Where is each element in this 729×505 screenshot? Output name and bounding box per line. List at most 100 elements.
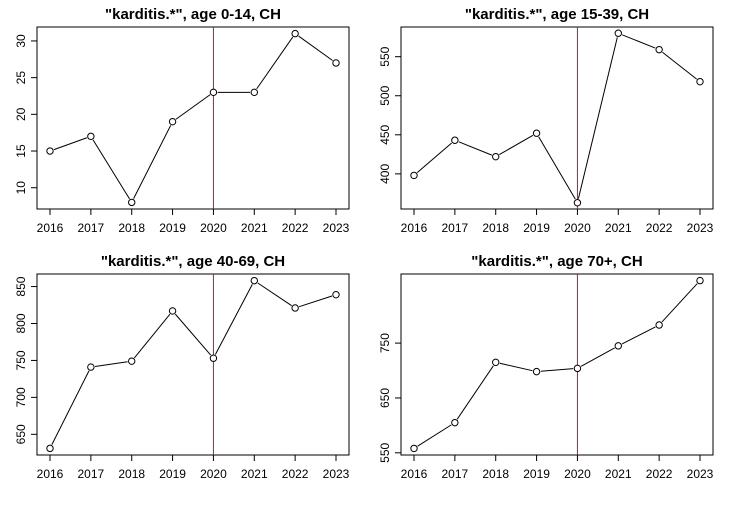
series-segment — [458, 141, 493, 156]
data-point — [250, 276, 258, 285]
x-tick-label: 2016 — [401, 467, 428, 481]
y-tick-label: 25 — [14, 71, 28, 85]
x-tick-label: 2017 — [78, 221, 105, 235]
y-tick-label: 30 — [14, 34, 28, 48]
x-tick-label: 2021 — [605, 467, 632, 481]
plot-frame — [36, 273, 350, 456]
data-point — [209, 354, 218, 362]
data-point — [614, 342, 622, 350]
x-tick-label: 2021 — [241, 221, 268, 235]
series-segment — [257, 282, 292, 307]
data-point — [451, 136, 459, 144]
x-tick-label: 2020 — [200, 221, 227, 235]
series-segment — [94, 361, 128, 367]
data-point — [532, 129, 541, 137]
x-tick-label: 2021 — [605, 221, 632, 235]
series-segment — [51, 370, 90, 445]
series-segment — [577, 37, 618, 199]
y-tick-label: 700 — [14, 387, 28, 407]
series-segment — [456, 365, 494, 420]
chart-title: "karditis.*", age 40-69, CH — [101, 253, 285, 270]
series-segment — [417, 424, 452, 447]
data-point — [128, 198, 136, 207]
x-tick-label: 2023 — [687, 467, 714, 481]
series-segment — [538, 136, 576, 200]
series-segment — [92, 139, 130, 200]
data-point — [332, 290, 340, 299]
x-tick-label: 2017 — [442, 467, 469, 481]
x-tick-label: 2016 — [401, 221, 428, 235]
x-tick-label: 2018 — [118, 221, 145, 235]
chart-title: "karditis.*", age 0-14, CH — [105, 6, 281, 23]
series-segment — [416, 142, 452, 174]
data-point — [291, 29, 299, 38]
plot-frame — [400, 273, 714, 456]
data-point — [614, 29, 622, 37]
x-tick-label: 2019 — [159, 221, 186, 235]
data-point — [532, 367, 541, 376]
data-point — [655, 321, 663, 329]
y-tick-label: 650 — [378, 388, 392, 408]
data-point — [573, 364, 582, 373]
series-segment — [499, 362, 533, 372]
x-tick-label: 2022 — [282, 467, 309, 481]
y-tick-label: 800 — [14, 313, 28, 333]
data-point — [696, 276, 704, 285]
chart-title: "karditis.*", age 70+, CH — [471, 253, 642, 270]
chart-panel: "karditis.*", age 70+, CH 2016 2017 2018 201… — [378, 253, 714, 481]
y-tick-label: 550 — [378, 442, 392, 462]
x-tick-label: 2018 — [482, 467, 509, 481]
series-segment — [621, 34, 656, 49]
series-segment — [540, 368, 574, 372]
y-tick-label: 400 — [378, 164, 392, 184]
data-point — [573, 199, 582, 207]
y-tick-label: 850 — [14, 276, 28, 296]
plot-frame — [400, 26, 714, 210]
series-segment — [175, 94, 211, 120]
data-point — [168, 117, 177, 126]
y-tick-label: 10 — [14, 181, 28, 195]
x-tick-label: 2022 — [282, 221, 309, 235]
data-point — [451, 418, 459, 427]
y-tick-label: 500 — [378, 85, 392, 105]
y-tick-label: 750 — [14, 350, 28, 370]
x-tick-label: 2017 — [78, 467, 105, 481]
y-tick-label: 650 — [14, 424, 28, 444]
y-tick-label: 550 — [378, 46, 392, 66]
data-point — [655, 45, 663, 54]
series-segment — [662, 51, 698, 80]
series-segment — [298, 35, 333, 61]
chart-panel: "karditis.*", age 40-69, CH 2016 2017 2018 2… — [14, 253, 350, 481]
data-point — [87, 132, 95, 141]
data-point — [492, 152, 500, 161]
x-tick-label: 2022 — [646, 467, 673, 481]
data-point — [410, 444, 418, 453]
series-segment — [174, 313, 212, 356]
series-segment — [580, 347, 615, 367]
x-tick-label: 2021 — [241, 467, 268, 481]
series-segment — [133, 313, 171, 359]
chart-title: "karditis.*", age 15-39, CH — [465, 6, 649, 23]
data-point — [168, 307, 177, 315]
x-tick-label: 2020 — [200, 467, 227, 481]
x-tick-label: 2020 — [564, 467, 591, 481]
series-segment — [499, 134, 534, 156]
x-tick-label: 2023 — [323, 221, 350, 235]
x-tick-label: 2016 — [37, 467, 64, 481]
series-segment — [133, 125, 172, 199]
x-tick-label: 2023 — [687, 221, 714, 235]
data-point — [46, 444, 54, 453]
x-tick-label: 2018 — [118, 467, 145, 481]
series-segment — [214, 284, 253, 355]
chart-panel: "karditis.*", age 15-39, CH 2016 2017 2018 2… — [378, 6, 714, 235]
x-tick-label: 2019 — [523, 467, 550, 481]
x-tick-label: 2018 — [482, 221, 509, 235]
data-point — [696, 77, 704, 86]
y-tick-label: 450 — [378, 124, 392, 144]
series-segment — [256, 36, 294, 90]
x-tick-label: 2022 — [646, 221, 673, 235]
series-segment — [298, 295, 333, 308]
data-point — [87, 363, 95, 371]
data-point — [291, 304, 299, 312]
